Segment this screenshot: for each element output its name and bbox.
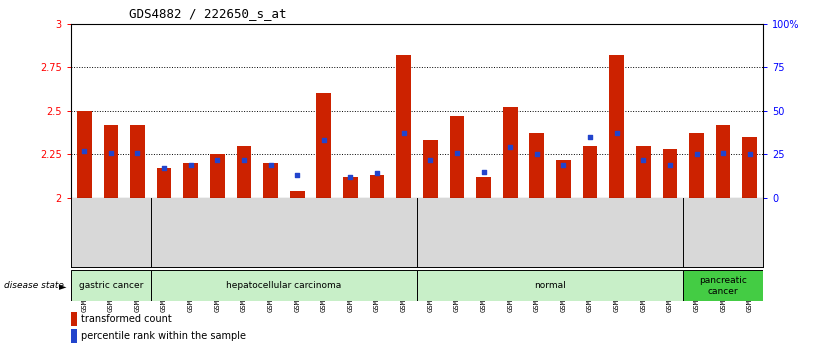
- Point: [583, 134, 596, 140]
- Text: ►: ►: [59, 281, 67, 291]
- Bar: [450, 116, 465, 198]
- Point: [344, 174, 357, 180]
- Bar: [503, 107, 518, 198]
- Bar: [369, 175, 384, 198]
- Bar: [103, 125, 118, 198]
- Point: [317, 138, 330, 143]
- Bar: [610, 55, 624, 198]
- Point: [290, 172, 304, 178]
- Text: GDS4882 / 222650_s_at: GDS4882 / 222650_s_at: [129, 7, 287, 20]
- Bar: [316, 93, 331, 198]
- Point: [184, 162, 198, 168]
- Point: [211, 156, 224, 162]
- Bar: [130, 125, 145, 198]
- Point: [557, 162, 570, 168]
- Point: [78, 148, 91, 154]
- Bar: [183, 163, 198, 198]
- Bar: [530, 133, 544, 198]
- FancyBboxPatch shape: [71, 270, 151, 301]
- Point: [636, 156, 650, 162]
- Point: [663, 162, 676, 168]
- Bar: [237, 146, 251, 198]
- Bar: [396, 55, 411, 198]
- Bar: [583, 146, 597, 198]
- FancyBboxPatch shape: [417, 270, 683, 301]
- Point: [477, 169, 490, 175]
- Bar: [157, 168, 172, 198]
- Point: [158, 165, 171, 171]
- Bar: [77, 111, 92, 198]
- Point: [450, 150, 464, 155]
- Bar: [689, 133, 704, 198]
- Point: [424, 156, 437, 162]
- Text: gastric cancer: gastric cancer: [78, 281, 143, 290]
- Point: [264, 162, 277, 168]
- Point: [504, 144, 517, 150]
- Bar: [556, 159, 570, 198]
- Point: [131, 150, 144, 155]
- Bar: [742, 137, 757, 198]
- Bar: [210, 154, 224, 198]
- FancyBboxPatch shape: [151, 270, 417, 301]
- Point: [690, 151, 703, 157]
- FancyBboxPatch shape: [683, 270, 763, 301]
- Bar: [264, 163, 278, 198]
- Bar: [423, 140, 438, 198]
- Bar: [476, 177, 491, 198]
- Point: [610, 130, 623, 136]
- Point: [743, 151, 756, 157]
- Point: [237, 156, 250, 162]
- Point: [104, 150, 118, 155]
- Bar: [290, 191, 304, 198]
- Text: hepatocellular carcinoma: hepatocellular carcinoma: [226, 281, 341, 290]
- Text: percentile rank within the sample: percentile rank within the sample: [81, 331, 246, 341]
- Bar: [71, 312, 77, 326]
- Bar: [71, 329, 77, 343]
- Text: disease state: disease state: [4, 281, 64, 290]
- Point: [370, 171, 384, 176]
- Point: [530, 151, 544, 157]
- Bar: [343, 177, 358, 198]
- Point: [397, 130, 410, 136]
- Bar: [662, 149, 677, 198]
- Point: [716, 150, 730, 155]
- Text: transformed count: transformed count: [81, 314, 172, 324]
- Text: pancreatic
cancer: pancreatic cancer: [699, 276, 747, 295]
- Bar: [716, 125, 731, 198]
- Text: normal: normal: [535, 281, 566, 290]
- Bar: [636, 146, 651, 198]
